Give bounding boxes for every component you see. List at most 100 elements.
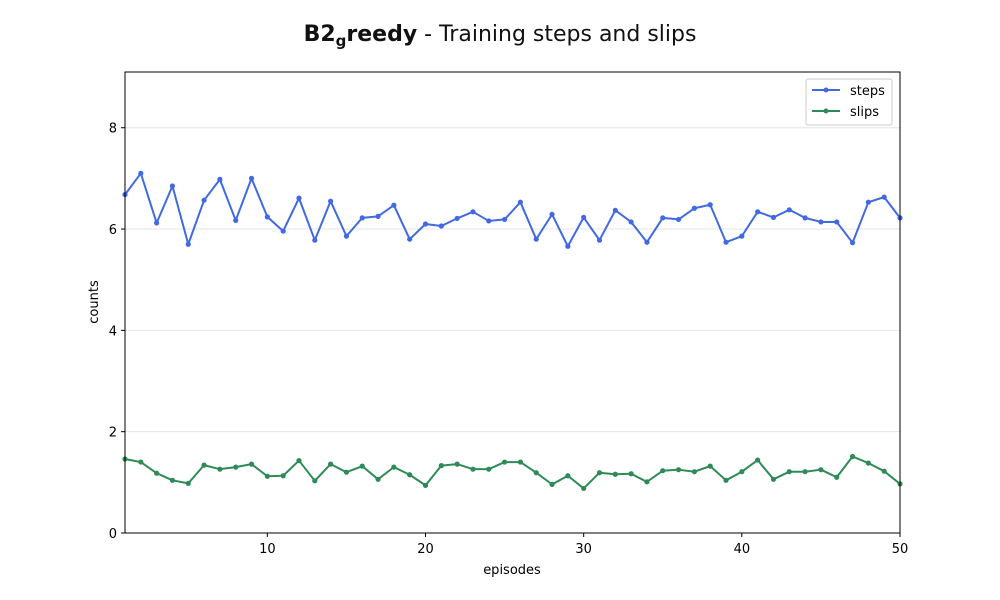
slips-point: [454, 461, 460, 467]
slips-point: [470, 466, 476, 472]
x-axis-label: episodes: [483, 563, 541, 578]
steps-point: [312, 237, 318, 243]
steps-point: [533, 236, 539, 242]
y-tick-label: 4: [109, 324, 117, 339]
series-layer: [122, 170, 903, 492]
steps-point: [169, 183, 176, 189]
y-tick-label: 2: [109, 426, 117, 441]
steps-point: [422, 221, 429, 227]
slips-point: [786, 469, 792, 475]
slips-point: [802, 469, 808, 475]
steps-point: [660, 215, 666, 221]
slips-point: [296, 457, 302, 464]
slips-point: [438, 463, 444, 469]
slips-point: [328, 461, 334, 467]
steps-point: [501, 216, 508, 223]
slips-point: [169, 477, 176, 483]
steps-point: [881, 194, 887, 200]
slips-point: [375, 476, 381, 482]
steps-point: [549, 211, 555, 217]
steps-point: [486, 218, 492, 224]
x-tick-label: 20: [417, 542, 434, 557]
slips-point: [391, 464, 397, 470]
slips-point: [217, 466, 223, 472]
slips-line: [124, 455, 901, 490]
steps-point: [628, 219, 634, 225]
slips-point: [533, 470, 539, 476]
steps-point: [517, 199, 524, 205]
slips-point: [517, 459, 524, 465]
slips-point: [407, 472, 413, 478]
steps-point: [770, 214, 777, 220]
x-tick-label: 10: [259, 542, 276, 557]
title-prefix: B2: [303, 22, 336, 47]
title-bold-rest: reedy: [346, 22, 418, 47]
slips-point: [660, 468, 666, 474]
steps-point: [565, 243, 571, 249]
steps-point: [280, 228, 286, 234]
steps-point: [723, 239, 729, 245]
steps-point: [454, 215, 460, 222]
steps-point: [217, 176, 223, 182]
steps-point: [296, 195, 302, 201]
y-axis-label: counts: [87, 280, 102, 324]
chart-title: B2greedy - Training steps and slips: [0, 22, 1000, 50]
plot-frame: [124, 71, 901, 534]
steps-point: [691, 205, 697, 211]
steps-point: [849, 240, 856, 246]
steps-point: [786, 207, 792, 213]
slips-point: [185, 480, 191, 486]
slips-point: [723, 477, 729, 483]
slips-point: [422, 482, 429, 488]
slips-point: [264, 473, 270, 479]
slips-point: [201, 462, 207, 468]
x-tick-label: 30: [575, 542, 592, 557]
steps-point: [865, 199, 871, 205]
y-tick-label: 8: [109, 122, 117, 137]
steps-point: [264, 214, 270, 220]
title-rest: - Training steps and slips: [417, 22, 697, 47]
slips-point: [154, 470, 160, 476]
slips-point: [565, 473, 571, 479]
grid-lines: [125, 127, 900, 534]
slips-point: [581, 485, 587, 492]
slips-point: [707, 463, 713, 469]
slips-point: [865, 460, 871, 466]
steps-point: [391, 202, 397, 208]
slips-point: [881, 468, 887, 474]
steps-point: [154, 220, 160, 226]
slips-point: [755, 457, 761, 463]
slips-point: [770, 476, 777, 482]
slips-point: [596, 470, 603, 476]
steps-point: [359, 215, 365, 221]
slips-point: [233, 464, 239, 470]
legend-steps-marker: [823, 87, 829, 93]
slips-point: [818, 467, 824, 473]
legend-steps-label: steps: [850, 84, 885, 99]
steps-point: [755, 209, 761, 215]
slips-point: [644, 479, 650, 485]
steps-point: [375, 213, 381, 219]
y-tick-label: 0: [109, 527, 117, 542]
steps-point: [596, 237, 603, 243]
axis-ticks: 0 2 4 6 8 10 20 30 40 50: [109, 122, 909, 557]
steps-point: [328, 198, 334, 204]
slips-point: [612, 471, 618, 477]
legend-slips-label: slips: [850, 105, 879, 120]
steps-point: [802, 215, 808, 221]
steps-point: [438, 223, 444, 229]
title-subscript: g: [335, 32, 347, 50]
slips-point: [675, 467, 682, 473]
slips-point: [343, 469, 350, 475]
slips-point: [834, 474, 840, 480]
slips-point: [739, 469, 745, 475]
slips-point: [138, 459, 144, 465]
steps-point: [248, 175, 255, 181]
series-slips: [122, 453, 903, 492]
steps-point: [185, 241, 191, 247]
slips-point: [549, 481, 555, 487]
y-tick-label: 6: [109, 223, 117, 238]
steps-point: [707, 202, 713, 208]
